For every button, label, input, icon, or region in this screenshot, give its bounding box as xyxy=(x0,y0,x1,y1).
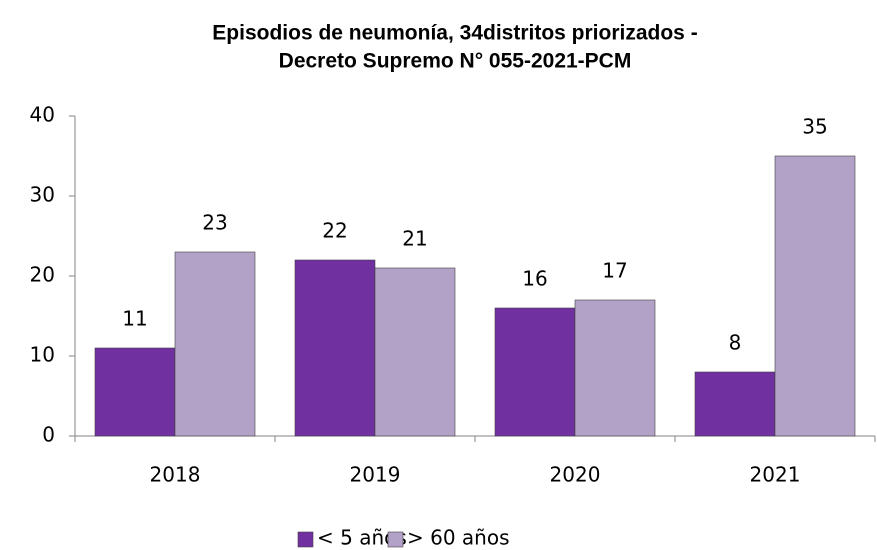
data-label: 23 xyxy=(202,211,227,235)
x-tick-label: 2018 xyxy=(150,463,201,487)
x-tick-label: 2019 xyxy=(350,463,401,487)
data-label: 16 xyxy=(522,267,547,291)
x-tick-label: 2021 xyxy=(750,463,801,487)
chart-title: Episodios de neumonía, 34distritos prior… xyxy=(212,22,697,45)
data-label: 17 xyxy=(602,259,627,283)
y-tick-label: 0 xyxy=(42,423,55,447)
x-tick-label: 2020 xyxy=(550,463,601,487)
chart-title: Decreto Supremo N° 055-2021-PCM xyxy=(279,50,632,73)
bar xyxy=(174,251,256,437)
y-tick-label: 30 xyxy=(30,183,55,207)
legend-label: > 60 años xyxy=(407,526,510,550)
bar xyxy=(694,371,776,437)
data-label: 22 xyxy=(322,219,347,243)
bar xyxy=(494,307,576,437)
y-tick-label: 20 xyxy=(30,263,55,287)
y-tick-label: 10 xyxy=(30,343,55,367)
data-label: 11 xyxy=(122,307,147,331)
y-tick-label: 40 xyxy=(30,103,55,127)
legend-swatch xyxy=(387,531,404,548)
data-label: 35 xyxy=(802,115,827,139)
bar xyxy=(774,155,856,437)
legend-swatch xyxy=(297,531,314,548)
bar xyxy=(94,347,176,437)
bar xyxy=(294,259,376,437)
bar xyxy=(574,299,656,437)
bar xyxy=(374,267,456,437)
data-label: 8 xyxy=(729,331,742,355)
data-label: 21 xyxy=(402,227,427,251)
